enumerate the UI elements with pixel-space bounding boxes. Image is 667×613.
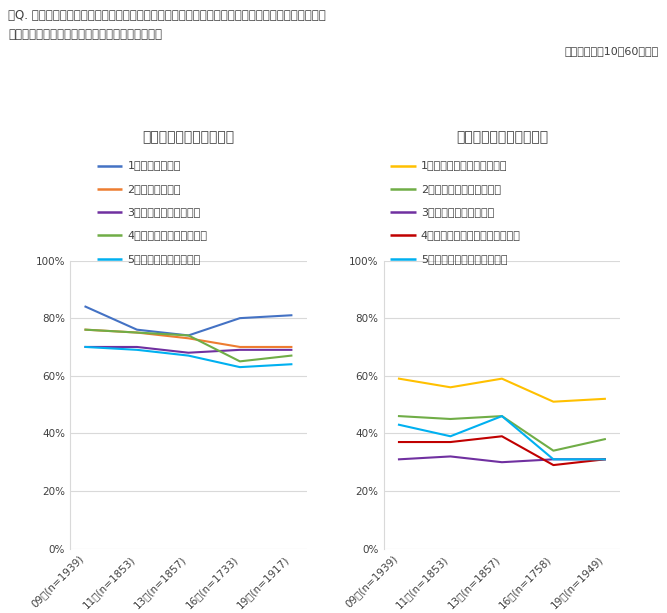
- Text: 買い物をしたいスーパー: 買い物をしたいスーパー: [142, 130, 235, 144]
- Text: 3位：商品の品質がいい: 3位：商品の品質がいい: [127, 207, 201, 217]
- Text: 5位：商品が安心・安全: 5位：商品が安心・安全: [127, 254, 201, 264]
- Text: 関東・関西の10～60代男女: 関東・関西の10～60代男女: [565, 46, 659, 56]
- Text: 3位：商品の品質がいい: 3位：商品の品質がいい: [421, 207, 494, 217]
- Text: 4位：新製品・最新の商品がある: 4位：新製品・最新の商品がある: [421, 230, 521, 240]
- Text: 5位：商品が見つかりやすい: 5位：商品が見つかりやすい: [421, 254, 508, 264]
- Text: 1位：商品が安い: 1位：商品が安い: [127, 161, 181, 170]
- Text: 1位：短時間で買い物できる: 1位：短時間で買い物できる: [421, 161, 508, 170]
- Text: 2位：商品の品揃えが多い: 2位：商品の品揃えが多い: [421, 184, 501, 194]
- Text: 買い物をしたいコンビニ: 買い物をしたいコンビニ: [456, 130, 548, 144]
- Text: スーパー／コンビニそれぞれ上位５項目を表示: スーパー／コンビニそれぞれ上位５項目を表示: [8, 28, 162, 40]
- Text: 「Q. あなたは、普段、どのようなスーパー／コンビニで買い物をしたいですか？」　（複数回答）: 「Q. あなたは、普段、どのようなスーパー／コンビニで買い物をしたいですか？」 …: [8, 9, 325, 22]
- Text: 2位：商品が新鮮: 2位：商品が新鮮: [127, 184, 181, 194]
- Text: 4位：商品の品揃えが多い: 4位：商品の品揃えが多い: [127, 230, 207, 240]
